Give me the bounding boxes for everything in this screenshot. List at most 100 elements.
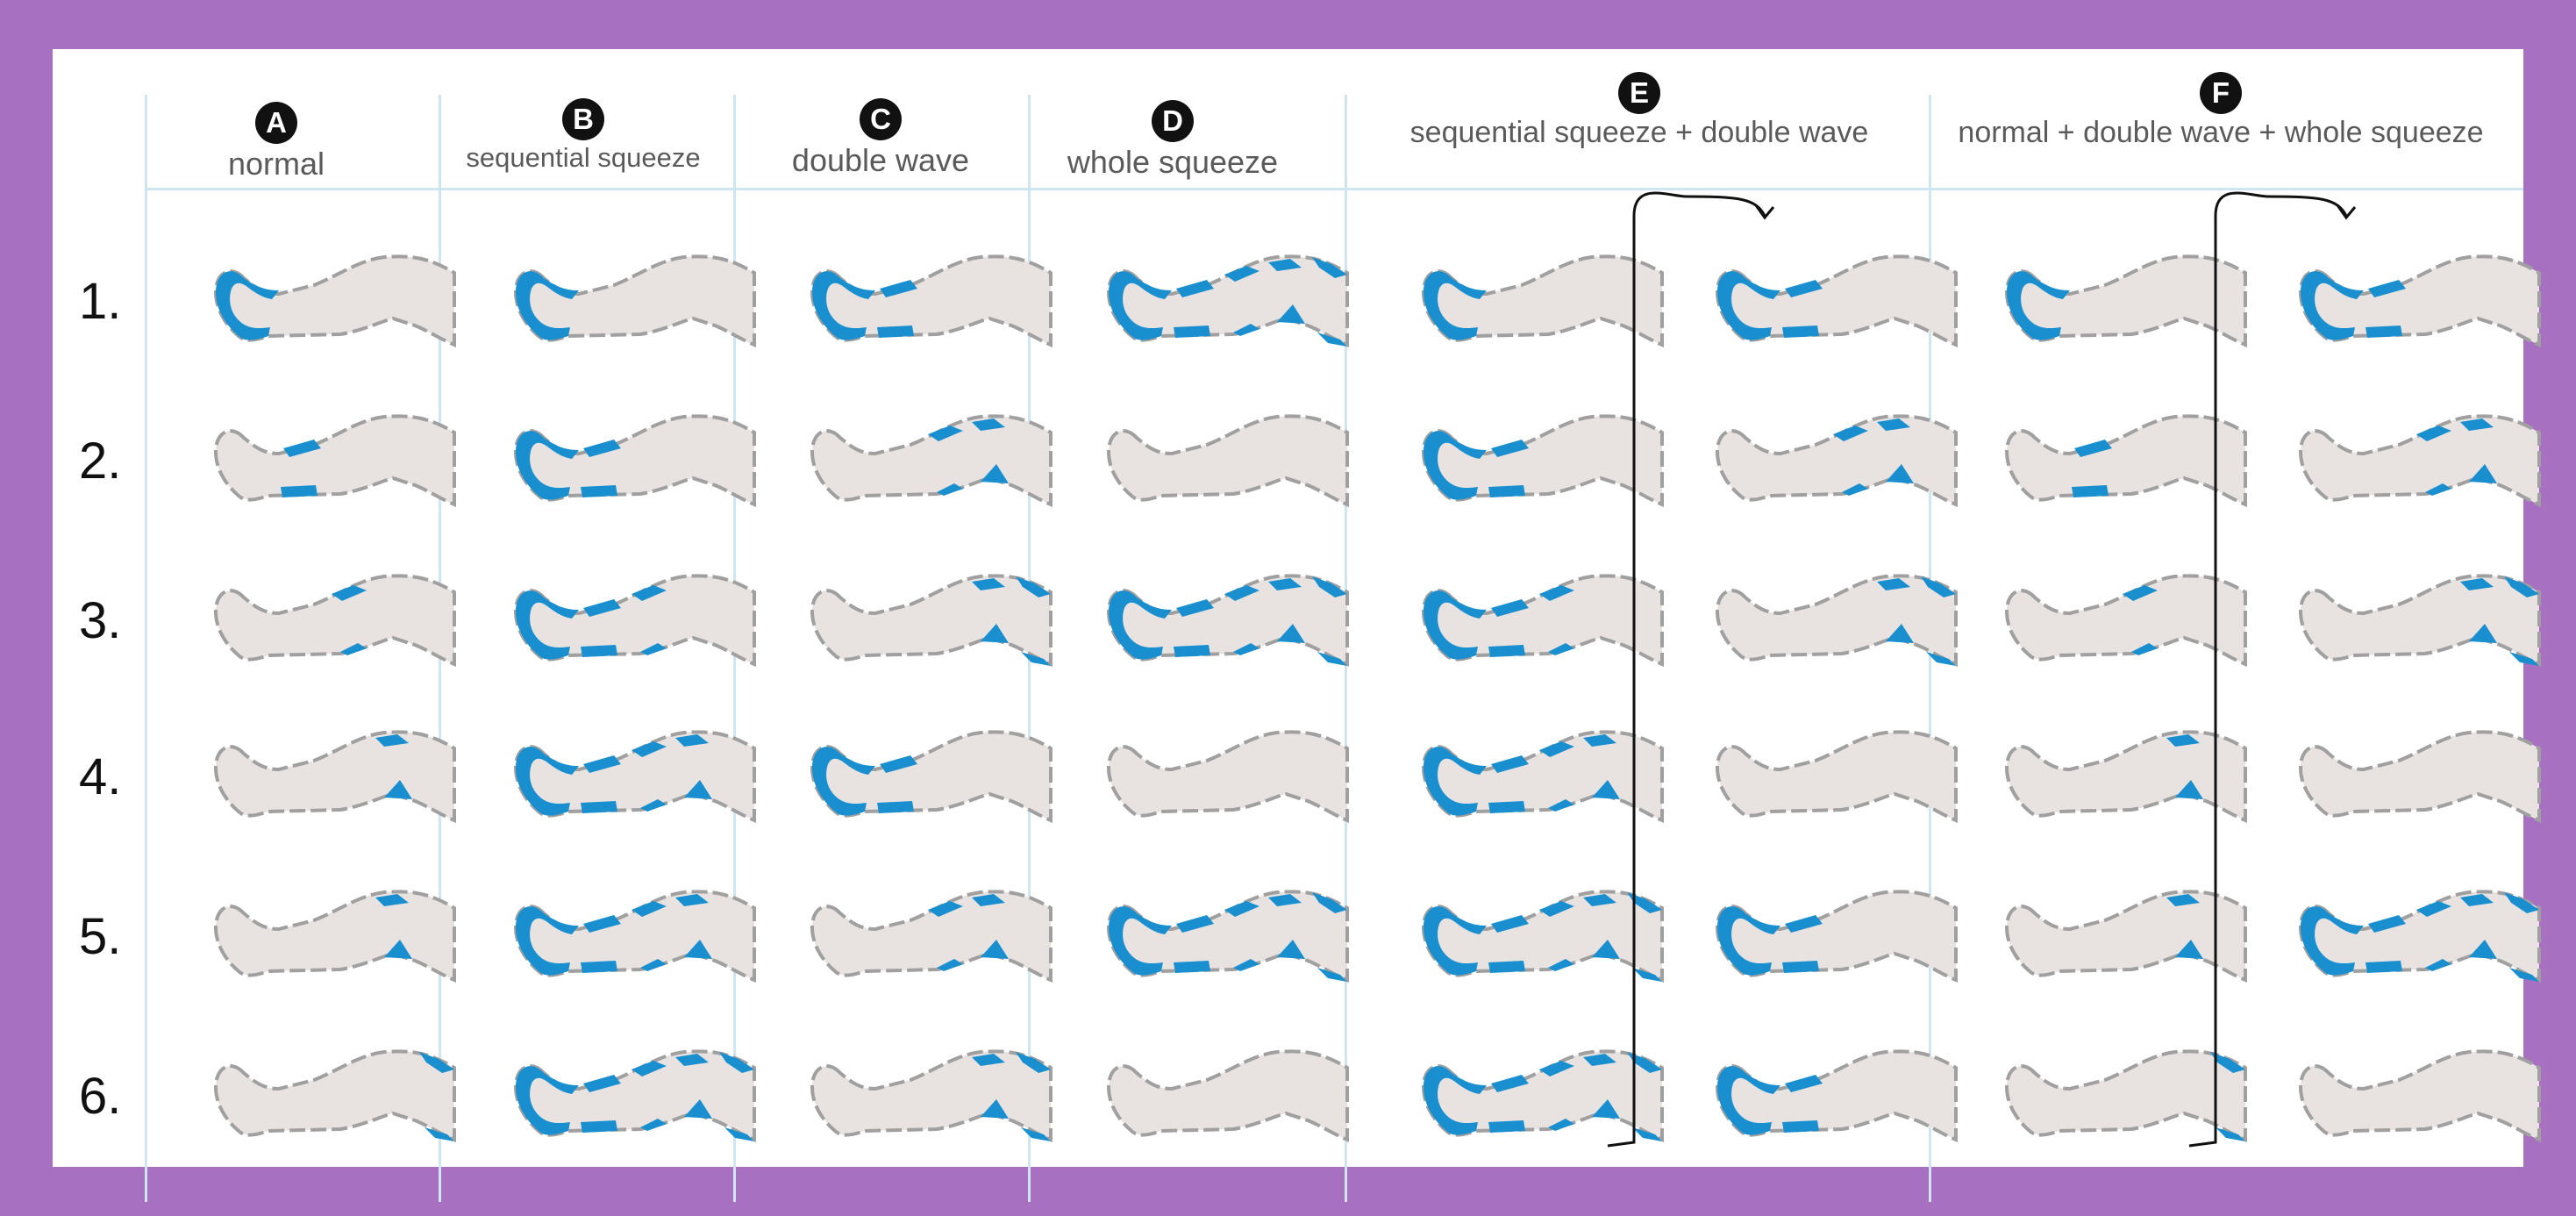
leg-c-row-6	[810, 1049, 1053, 1142]
chamber-knee	[632, 901, 667, 917]
leg-outline	[810, 414, 1053, 507]
leg-e2-row-3	[1715, 574, 1958, 667]
leg-e1-row-6	[1421, 1049, 1664, 1142]
leg-f1-row-4	[2004, 730, 2247, 823]
chamber-knee	[1224, 901, 1259, 917]
chamber-knee	[640, 643, 667, 655]
column-label: double wave	[791, 142, 970, 178]
chamber-knee	[1842, 483, 1868, 496]
chamber-calf	[1491, 755, 1529, 773]
chamber-knee	[2416, 901, 2451, 917]
chamber-foot	[1424, 431, 1487, 500]
chamber-knee	[1548, 1119, 1574, 1131]
chamber-foot	[1109, 271, 1172, 340]
chamber-foot	[1109, 590, 1172, 660]
chamber-foot	[2007, 271, 2070, 340]
chamber-thigh	[375, 734, 409, 747]
chamber-thigh	[1877, 578, 1910, 590]
chamber-calf	[1176, 599, 1214, 617]
chamber-hip	[2210, 1052, 2245, 1073]
chamber-knee	[2123, 585, 2158, 601]
chamber-calf	[1174, 961, 1210, 973]
chamber-knee	[632, 741, 667, 757]
chamber-thigh	[972, 578, 1005, 590]
chamber-calf	[2074, 440, 2112, 457]
chamber-knee	[1539, 901, 1574, 917]
chamber-calf	[583, 1075, 621, 1092]
chamber-knee	[640, 1119, 667, 1131]
leg-b-row-6	[513, 1049, 756, 1142]
chamber-thigh	[2469, 624, 2497, 643]
leg-f2-row-2	[2298, 414, 2541, 507]
leg-outline	[213, 1049, 456, 1142]
chamber-knee	[1224, 266, 1259, 282]
row-label-6: 6.	[79, 1068, 122, 1125]
chamber-thigh	[384, 940, 412, 959]
leg-e1-row-5	[1421, 890, 1664, 983]
chamber-thigh	[1277, 940, 1305, 959]
leg-b-row-3	[513, 574, 756, 667]
chamber-knee	[2425, 959, 2451, 971]
leg-outline	[2004, 574, 2247, 667]
chamber-calf	[583, 915, 621, 933]
leg-c-row-5	[810, 890, 1053, 983]
leg-f1-row-3	[2004, 574, 2247, 667]
chamber-calf	[1174, 645, 1210, 657]
chamber-thigh	[2175, 780, 2203, 799]
chamber-calf	[283, 440, 321, 457]
chamber-calf	[281, 485, 318, 497]
chamber-calf	[1491, 599, 1529, 617]
chamber-hip	[1926, 652, 1956, 666]
leg-b-row-1	[513, 254, 756, 347]
chamber-hip	[1317, 333, 1347, 347]
chamber-calf	[581, 645, 617, 657]
chamber-knee	[1539, 1061, 1574, 1077]
leg-d-row-3	[1106, 574, 1349, 667]
leg-f2-row-5	[2298, 890, 2541, 983]
chamber-foot	[516, 431, 579, 500]
cycle-arrow-f	[2188, 191, 2348, 1148]
chamber-foot	[812, 747, 875, 816]
leg-c-row-2	[810, 414, 1053, 507]
chamber-calf	[1491, 440, 1529, 457]
leg-f1-row-6	[2004, 1049, 2247, 1142]
chamber-knee	[937, 959, 963, 971]
leg-f2-row-1	[2298, 254, 2541, 347]
chamber-hip	[1312, 257, 1347, 278]
chamber-calf	[2368, 280, 2406, 297]
chamber-knee	[332, 585, 367, 601]
chamber-knee	[1548, 959, 1574, 971]
chamber-calf	[877, 801, 914, 813]
chamber-thigh	[972, 1054, 1005, 1066]
chamber-calf	[1491, 1075, 1529, 1092]
chamber-foot	[1424, 271, 1487, 340]
chamber-thigh	[1277, 304, 1305, 324]
cycle-arrow-e	[1607, 191, 1766, 1148]
column-letter-badge: F	[2200, 72, 2242, 114]
leg-outline	[2004, 1049, 2247, 1142]
chamber-foot	[1717, 906, 1780, 976]
chamber-calf	[1782, 1120, 1819, 1133]
leg-b-row-4	[513, 730, 756, 823]
chamber-hip	[1627, 1052, 1662, 1073]
chamber-knee	[340, 643, 367, 655]
row-label-3: 3.	[79, 592, 122, 649]
chamber-hip	[1016, 1052, 1051, 1073]
chamber-calf	[880, 280, 917, 297]
chamber-foot	[2301, 906, 2364, 976]
leg-c-row-4	[810, 730, 1053, 823]
leg-d-row-5	[1106, 890, 1349, 983]
leg-f1-row-1	[2004, 254, 2247, 347]
leg-outline	[810, 574, 1053, 667]
chamber-calf	[583, 755, 621, 773]
chamber-hip	[1632, 968, 1662, 982]
chamber-foot	[2301, 271, 2364, 340]
chamber-thigh	[684, 780, 712, 799]
chamber-calf	[1488, 961, 1525, 973]
leg-outline	[810, 1049, 1053, 1142]
chamber-thigh	[675, 894, 709, 906]
chamber-hip	[2509, 968, 2539, 982]
